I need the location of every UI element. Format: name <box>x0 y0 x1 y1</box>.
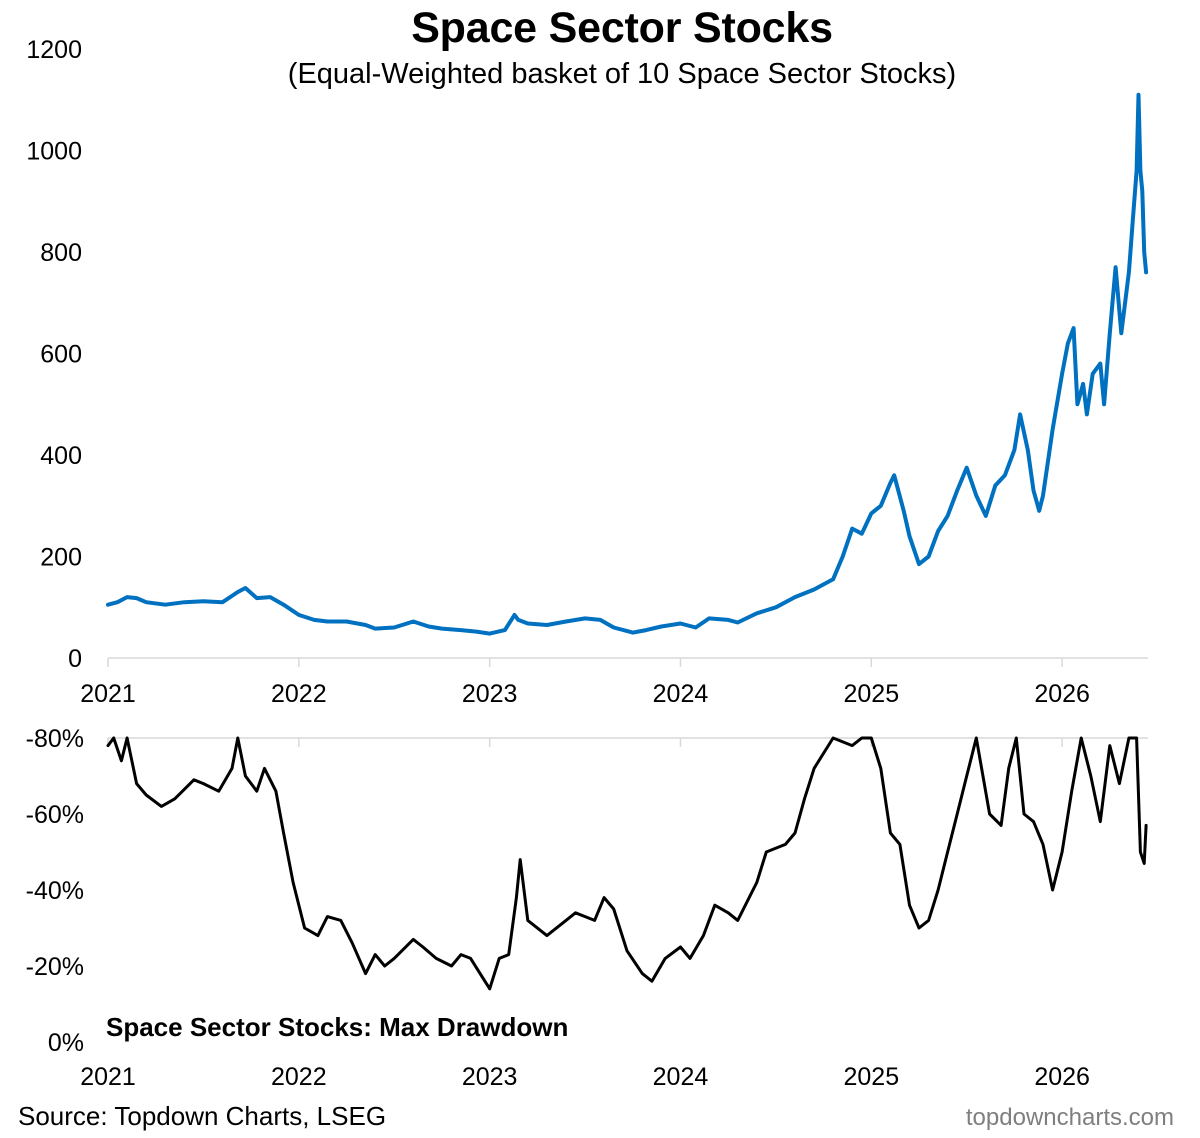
drawdown-y-tick-label: 0% <box>48 1029 84 1057</box>
drawdown-x-tick-label: 2024 <box>653 1063 709 1091</box>
price-x-tick-label: 2026 <box>1034 680 1090 708</box>
drawdown-y-tick-label: -80% <box>26 725 84 753</box>
price-x-tick-label: 2021 <box>80 680 136 708</box>
price-x-tick-label: 2022 <box>271 680 327 708</box>
drawdown-y-tick-label: -40% <box>26 877 84 905</box>
price-y-tick-label: 800 <box>40 239 82 267</box>
drawdown-panel-label: Space Sector Stocks: Max Drawdown <box>106 1012 568 1042</box>
drawdown-series-line <box>106 736 1148 991</box>
price-y-tick-label: 0 <box>68 645 82 673</box>
chart-subtitle: (Equal-Weighted basket of 10 Space Secto… <box>287 58 957 90</box>
price-x-tick-label: 2024 <box>653 680 709 708</box>
drawdown-chart: 0% -20% -40% -60% -80% 2021 2022 2023 2024 2025 20… <box>26 725 1148 1091</box>
drawdown-x-tick-label: 2026 <box>1034 1063 1090 1091</box>
drawdown-x-tick-label: 2023 <box>462 1063 518 1091</box>
price-y-tick-label: 200 <box>40 544 82 572</box>
chart-title: Space Sector Stocks <box>411 4 833 52</box>
price-chart: 0 200 400 600 800 1000 1200 2021 2022 2023 2024 202… <box>26 36 1149 708</box>
source-note: Source: Topdown Charts, LSEG <box>18 1101 387 1131</box>
price-x-tick-label: 2023 <box>462 680 518 708</box>
drawdown-x-tick-label: 2025 <box>843 1063 899 1091</box>
price-x-tick-label: 2025 <box>843 680 899 708</box>
charts-canvas: 0 200 400 600 800 1000 1200 2021 2022 2023 2024 202… <box>26 36 1149 1091</box>
watermark: topdowncharts.com <box>965 1104 1174 1131</box>
drawdown-y-tick-label: -60% <box>26 801 84 829</box>
price-y-tick-label: 400 <box>40 442 82 470</box>
drawdown-x-tick-label: 2022 <box>271 1063 327 1091</box>
price-series-line <box>106 92 1149 636</box>
drawdown-y-tick-label: -20% <box>26 953 84 981</box>
drawdown-x-tick-label: 2021 <box>80 1063 136 1091</box>
price-y-tick-label: 1000 <box>26 138 82 166</box>
price-y-tick-label: 600 <box>40 341 82 369</box>
price-y-tick-label: 1200 <box>26 36 82 64</box>
